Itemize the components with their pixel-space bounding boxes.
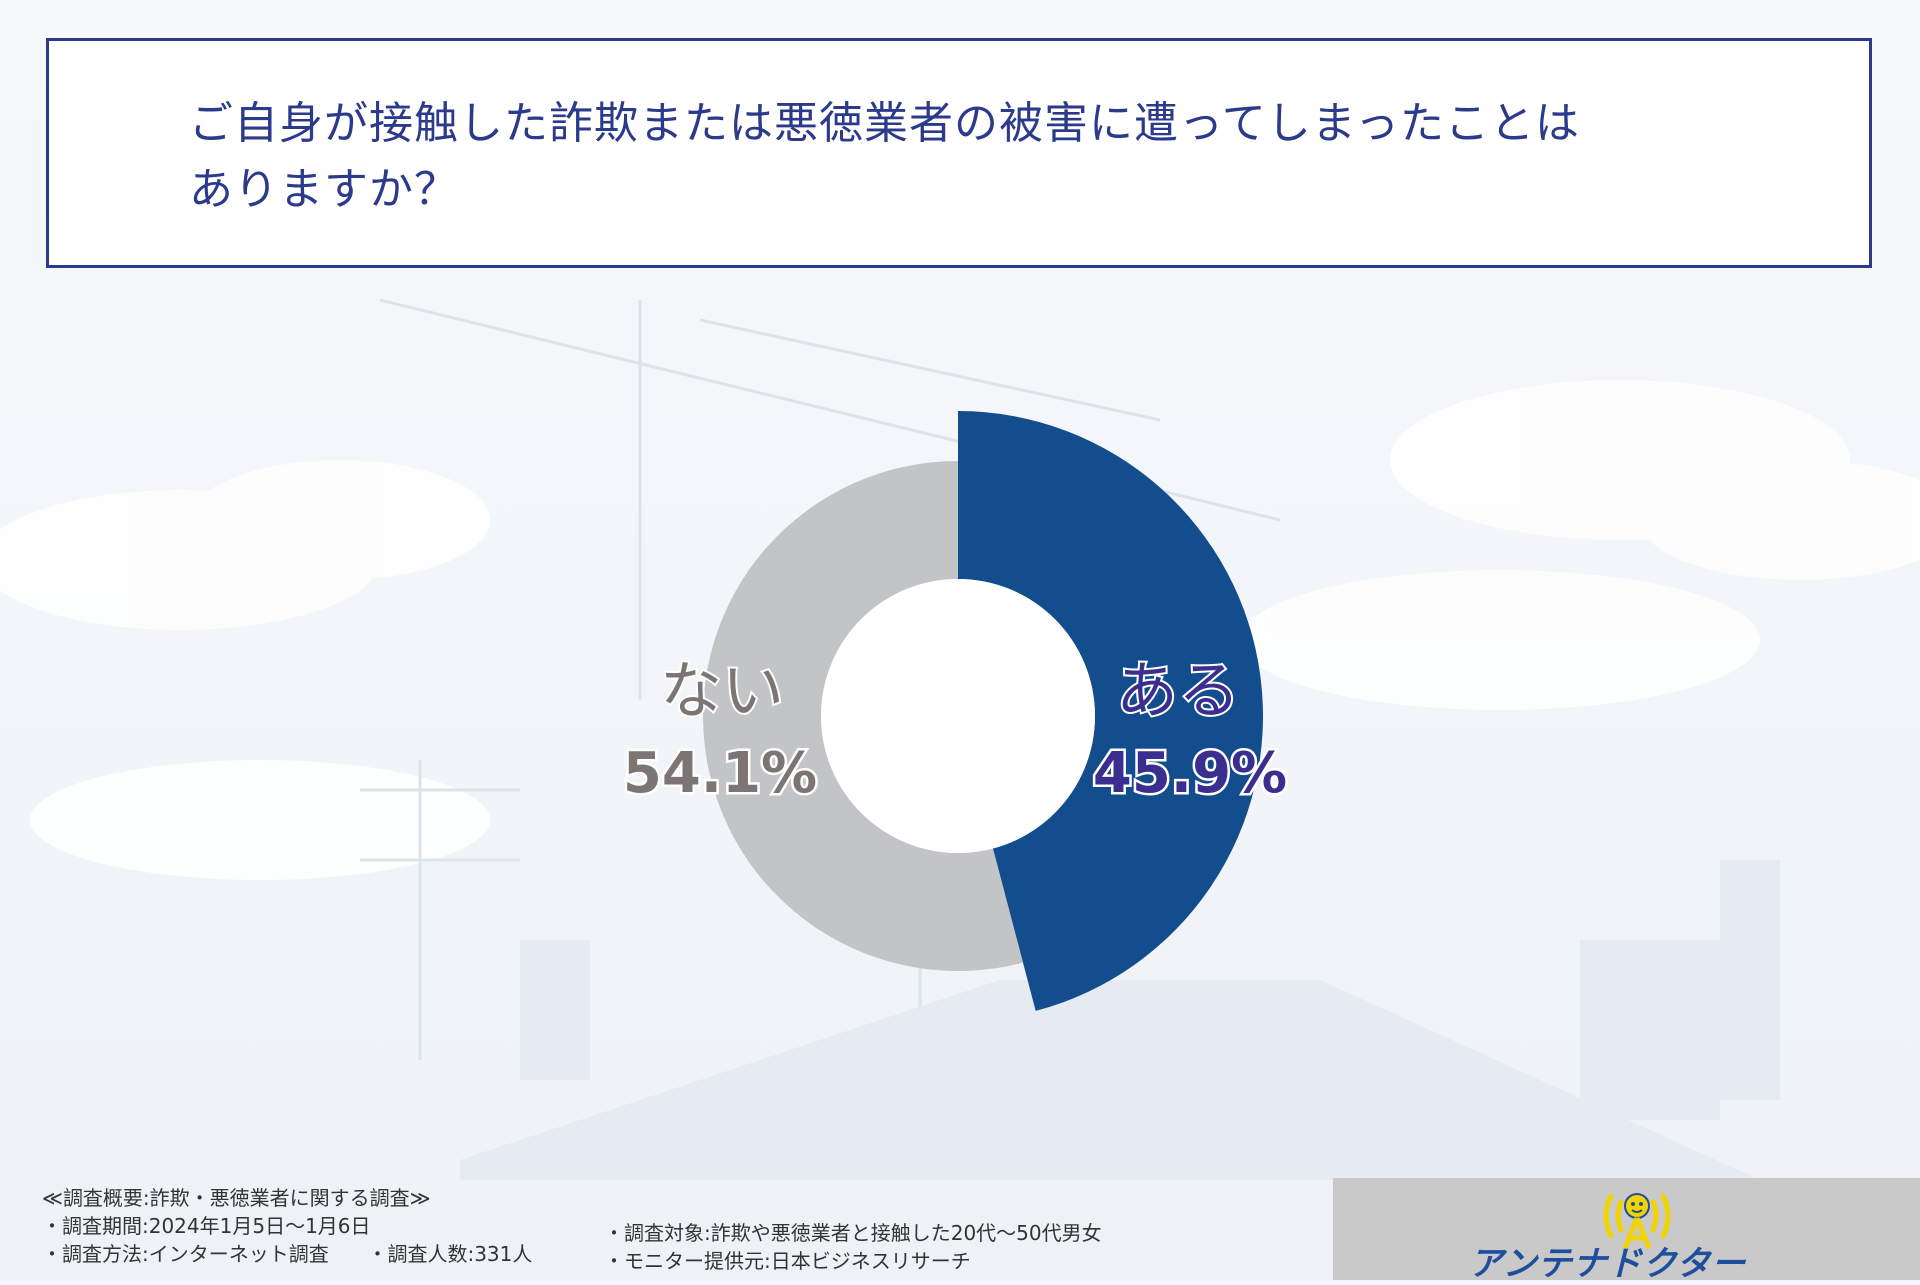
survey-info-left: ≪調査概要:詐欺・悪徳業者に関する調査≫ ・調査期間:2024年1月5日～1月6… bbox=[42, 1184, 532, 1268]
survey-target: ・調査対象:詐欺や悪徳業者と接触した20代～50代男女 bbox=[604, 1221, 1102, 1245]
donut-slices bbox=[703, 411, 1263, 1011]
survey-provider: ・モニター提供元:日本ビジネスリサーチ bbox=[604, 1249, 971, 1273]
label-group-aru: ある 45.9% bbox=[1090, 652, 1289, 809]
value-label-nai: 54.1% bbox=[623, 741, 817, 806]
survey-method-row: ・調査方法:インターネット調査 ・調査人数:331人 bbox=[42, 1240, 532, 1268]
survey-info-right: ・調査対象:詐欺や悪徳業者と接触した20代～50代男女 ・モニター提供元:日本ビ… bbox=[604, 1219, 1102, 1275]
label-group-nai: ない 54.1% bbox=[620, 652, 819, 809]
donut-hole bbox=[821, 579, 1095, 853]
survey-respondents: ・調査人数:331人 bbox=[367, 1242, 533, 1266]
antenna-tower-icon bbox=[1603, 1193, 1671, 1249]
rooftop-shapes bbox=[460, 860, 1780, 1180]
survey-method: ・調査方法:インターネット調査 bbox=[42, 1242, 329, 1266]
survey-title: ≪調査概要:詐欺・悪徳業者に関する調査≫ bbox=[42, 1186, 431, 1210]
value-label-aru: 45.9% bbox=[1093, 741, 1287, 806]
brand-logo: アンテナドクター bbox=[1333, 1178, 1920, 1284]
cloud-shapes bbox=[0, 380, 1920, 880]
donut-slice-nai bbox=[703, 461, 1023, 971]
question-box: ご自身が接触した詐欺または悪徳業者の被害に遭ってしまったことは ありますか？ bbox=[46, 38, 1872, 268]
survey-period: ・調査期間:2024年1月5日～1月6日 bbox=[42, 1214, 371, 1238]
donut-slice-aru bbox=[958, 411, 1263, 1011]
category-label-aru: ある bbox=[1116, 654, 1240, 727]
question-title: ご自身が接触した詐欺または悪徳業者の被害に遭ってしまったことは ありますか？ bbox=[189, 98, 1581, 215]
category-label-nai: ない bbox=[660, 654, 784, 727]
brand-logo-text: アンテナドクター bbox=[1469, 1244, 1747, 1284]
